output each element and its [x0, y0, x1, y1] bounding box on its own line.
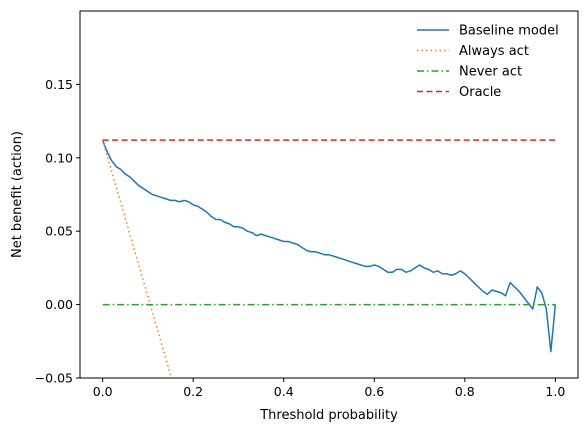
- y-axis-label: Net benefit (action): [10, 131, 25, 258]
- y-tick-label: −0.05: [35, 371, 73, 386]
- y-tick-label: 0.15: [45, 77, 73, 92]
- x-axis-ticks: 0.0 0.2 0.4 0.6 0.8 1.0: [93, 378, 565, 399]
- x-axis-label: Threshold probability: [259, 408, 398, 423]
- y-axis-ticks: −0.05 0.00 0.05 0.10 0.15: [35, 77, 80, 386]
- x-tick-label: 0.8: [455, 384, 475, 399]
- y-tick-label: 0.00: [45, 297, 73, 312]
- legend-label-4: Oracle: [459, 85, 501, 100]
- plot-frame: [79, 10, 579, 379]
- x-tick-label: 0.0: [93, 384, 113, 399]
- series-layer: [101, 139, 557, 378]
- y-tick-label: 0.05: [45, 224, 73, 239]
- series-line-1: [101, 139, 557, 353]
- legend: Baseline model Always act Never act Oracle: [417, 24, 559, 100]
- series-line-2: [101, 139, 173, 378]
- y-tick-label: 0.10: [45, 150, 73, 165]
- legend-label-3: Never act: [459, 65, 522, 80]
- x-tick-label: 0.2: [183, 384, 203, 399]
- legend-label-2: Always act: [459, 44, 529, 59]
- legend-label-1: Baseline model: [459, 24, 559, 39]
- x-tick-label: 1.0: [545, 384, 565, 399]
- x-tick-label: 0.4: [274, 384, 294, 399]
- x-tick-label: 0.6: [364, 384, 384, 399]
